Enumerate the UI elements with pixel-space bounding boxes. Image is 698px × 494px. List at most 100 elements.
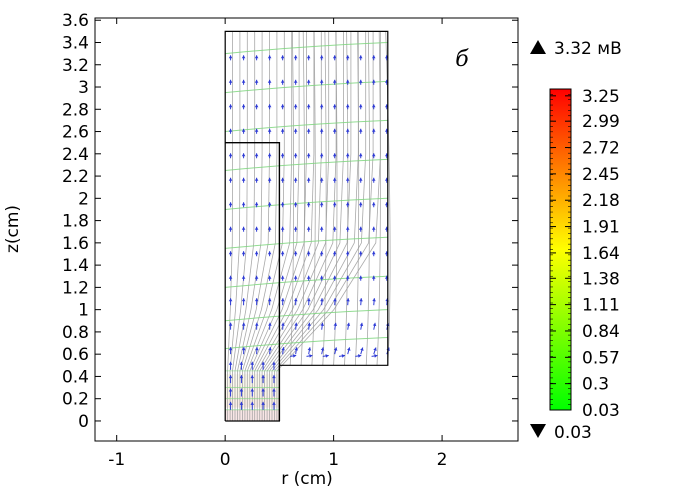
field-arrow-head: [319, 226, 324, 230]
field-arrow-head: [333, 347, 338, 351]
field-arrow-head: [358, 354, 362, 358]
field-arrow-head: [332, 128, 337, 132]
contour-line: [225, 197, 388, 210]
field-arrow-head: [267, 153, 272, 157]
y-tick-label: 2.8: [62, 100, 89, 120]
field-arrow-head: [306, 226, 311, 230]
inner-boundary: [225, 142, 281, 421]
field-arrow-head: [371, 226, 376, 230]
field-arrow-head: [261, 361, 265, 365]
field-arrow-head: [373, 347, 377, 351]
field-arrow-head: [228, 153, 233, 157]
streamline: [354, 31, 360, 366]
field-arrow-head: [268, 322, 272, 326]
field-arrow-head: [228, 226, 233, 230]
field-arrow-head: [254, 275, 259, 279]
colorbar-min-label: 0.03: [554, 423, 592, 443]
field-arrow-head: [241, 153, 246, 157]
field-arrow-head: [345, 177, 350, 181]
field-arrow-head: [371, 153, 376, 157]
streamline: [289, 31, 295, 366]
field-arrow-head: [267, 251, 272, 255]
field-arrow-head: [319, 275, 324, 279]
field-arrow-head: [228, 361, 233, 365]
field-arrow-head: [267, 55, 272, 59]
y-tick-label: 1.4: [62, 256, 89, 276]
colorbar-tick-label: 1.64: [582, 244, 620, 264]
field-arrow-head: [254, 202, 259, 206]
colorbar-tick-label: 0.03: [582, 401, 620, 421]
x-tick-label: -1: [108, 450, 125, 470]
field-arrow-head: [325, 354, 329, 358]
field-arrow-head: [319, 202, 324, 206]
field-arrow-head: [333, 298, 337, 302]
contour-line: [225, 309, 388, 322]
field-arrow-head: [319, 128, 324, 132]
field-arrow-head: [280, 202, 285, 206]
field-arrow-head: [267, 104, 272, 108]
field-arrow-head: [228, 375, 233, 379]
y-tick-label: 1.2: [62, 278, 89, 298]
field-arrow-head: [267, 79, 272, 83]
field-arrow-head: [254, 128, 259, 132]
field-arrow-head: [267, 226, 272, 230]
field-arrow-head: [272, 375, 276, 379]
field-arrow-head: [241, 275, 246, 279]
y-tick-label: 0.8: [62, 323, 89, 343]
field-arrow-head: [319, 79, 324, 83]
field-arrow-head: [254, 298, 259, 302]
field-arrow-head: [293, 55, 298, 59]
field-arrow-head: [267, 275, 272, 279]
field-arrow-head: [228, 104, 233, 108]
x-tick-label: 0: [220, 450, 231, 470]
field-arrow-head: [228, 298, 233, 302]
field-arrow-head: [280, 55, 285, 59]
field-arrow-head: [371, 251, 376, 255]
y-tick-label: 0.4: [62, 367, 89, 387]
field-arrow-head: [267, 128, 272, 132]
contour-line: [225, 337, 388, 350]
colorbar-tick-label: 2.99: [582, 112, 620, 132]
min-triangle-icon: [530, 424, 546, 438]
field-arrow-head: [228, 347, 233, 351]
field-arrow-head: [280, 275, 285, 279]
field-arrow-head: [371, 202, 376, 206]
colorbar-tick-label: 0.3: [582, 375, 609, 395]
field-arrow-head: [241, 298, 246, 302]
field-arrow-head: [309, 354, 313, 358]
geometry-boundary: [224, 30, 389, 422]
field-arrow-head: [358, 202, 363, 206]
field-arrow-head: [319, 251, 324, 255]
field-arrow-head: [228, 401, 233, 405]
field-arrow-head: [307, 298, 311, 302]
field-arrow-head: [293, 153, 298, 157]
streamline: [376, 31, 381, 366]
field-arrow-head: [293, 177, 298, 181]
field-arrow-head: [332, 104, 337, 108]
field-arrow-head: [272, 401, 276, 405]
field-arrow-head: [241, 79, 246, 83]
field-arrow-head: [250, 375, 255, 379]
field-arrow-head: [293, 226, 298, 230]
y-axis: 00.20.40.60.811.21.41.61.822.22.42.62.83…: [62, 11, 518, 432]
field-arrow-head: [358, 104, 363, 108]
field-arrow-head: [306, 128, 311, 132]
field-arrow-head: [358, 79, 363, 83]
field-arrow-head: [332, 79, 337, 83]
colorbar-tick-label: 0.57: [582, 348, 620, 368]
field-arrow-head: [346, 322, 351, 327]
x-axis-label: r (cm): [281, 469, 333, 489]
field-arrow-head: [320, 322, 325, 326]
field-arrow-head: [267, 177, 272, 181]
field-arrow-head: [345, 153, 350, 157]
field-arrow-head: [228, 275, 233, 279]
field-arrow-head: [228, 251, 233, 255]
y-tick-label: 1: [78, 301, 89, 321]
field-arrow-head: [272, 388, 276, 392]
field-arrow-head: [341, 354, 345, 358]
field-arrow-head: [293, 202, 298, 206]
field-arrow-head: [319, 104, 324, 108]
field-arrow-head: [360, 347, 364, 351]
contour-line: [225, 80, 388, 94]
field-arrow-head: [371, 177, 376, 181]
